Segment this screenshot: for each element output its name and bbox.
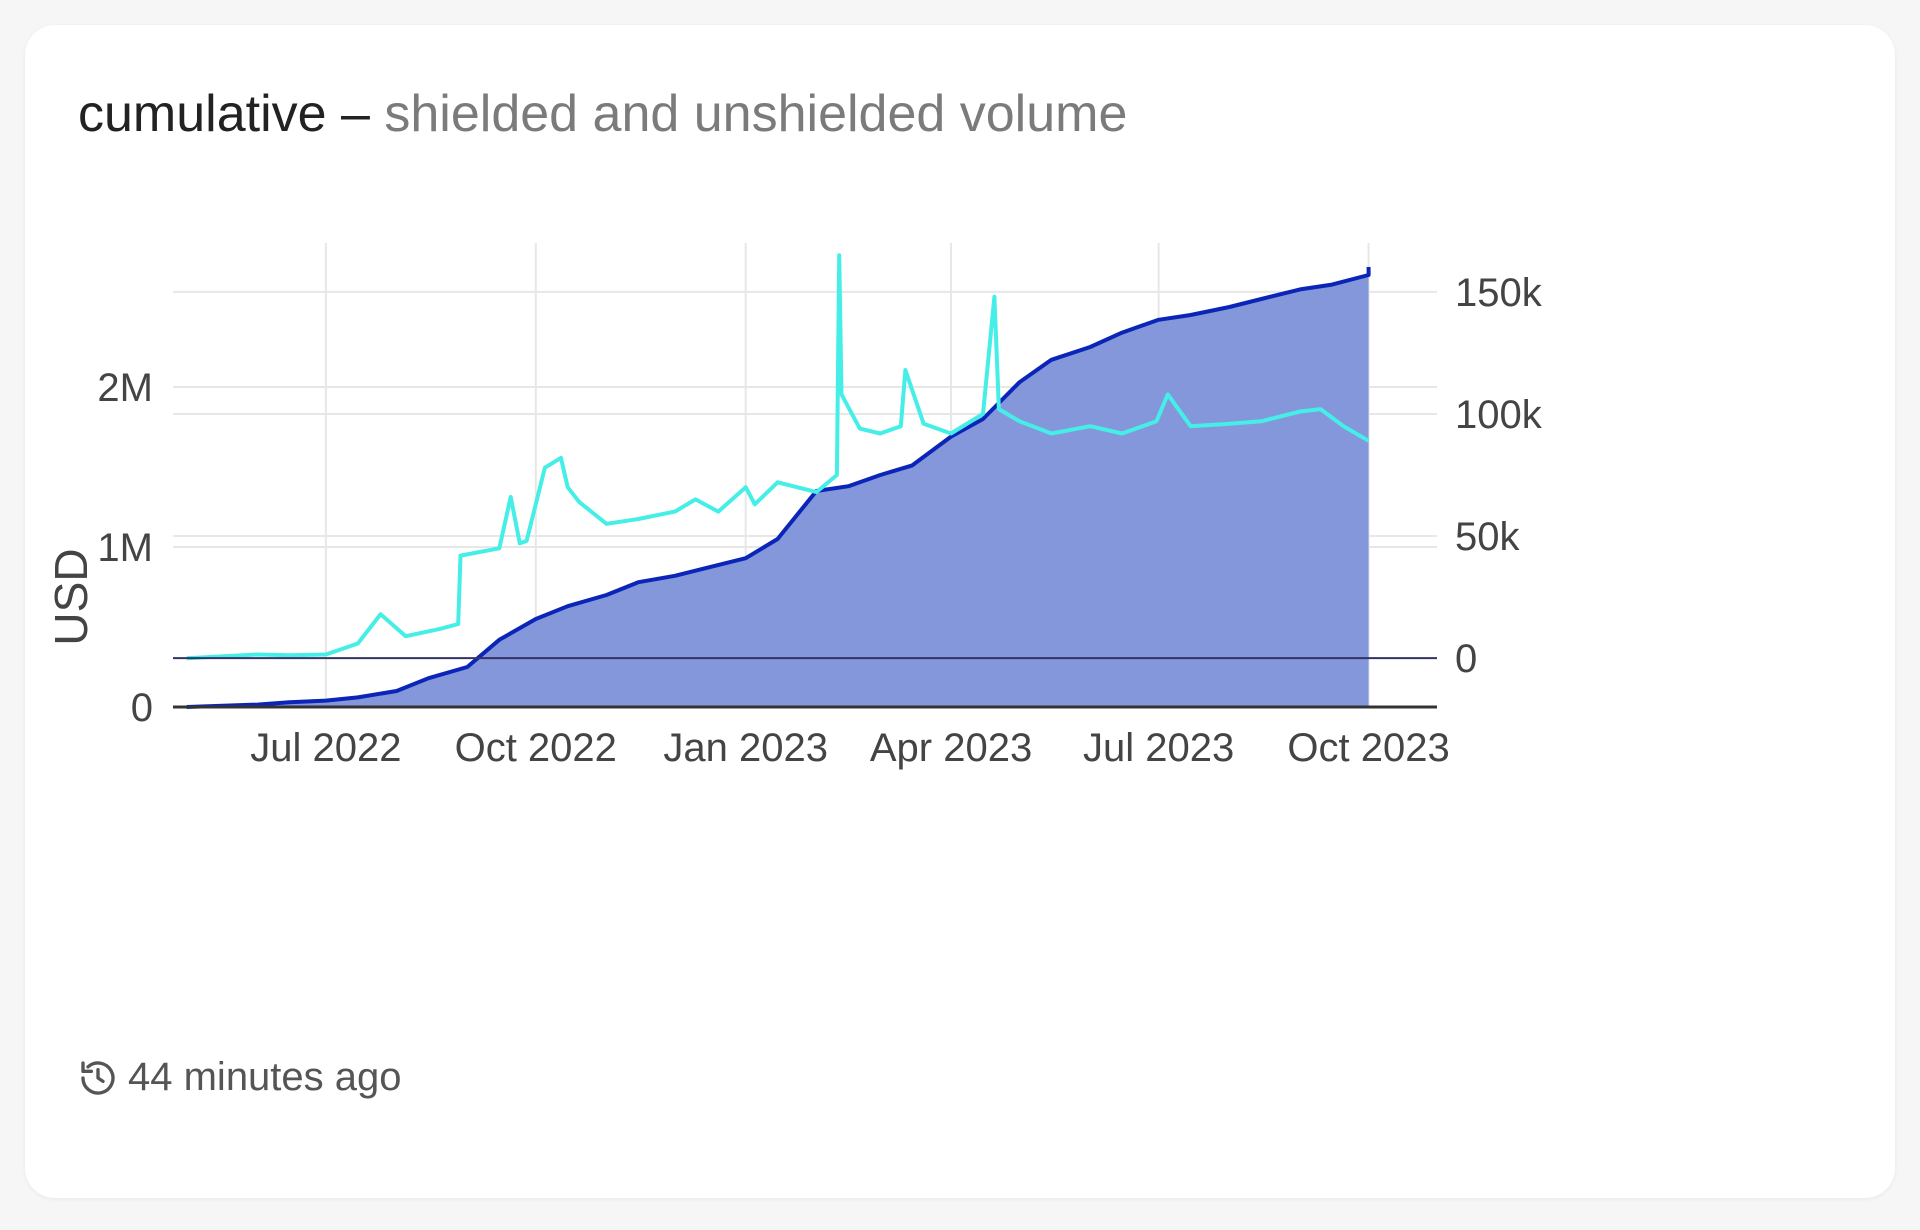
y-axis-label: USD bbox=[45, 548, 97, 645]
last-updated-text: 44 minutes ago bbox=[128, 1055, 402, 1099]
last-updated: 44 minutes ago bbox=[78, 1055, 402, 1100]
axes bbox=[173, 657, 1437, 709]
cumulative-area bbox=[186, 267, 1369, 707]
daily-volume-line bbox=[186, 253, 1370, 661]
y2-tick-label: 0 bbox=[1455, 637, 1477, 681]
tick-labels: Jul 2022 Oct 2022 Jan 2023 Apr 2023 Jul 2023… bbox=[97, 271, 1542, 770]
card-title-main: cumulative bbox=[78, 85, 327, 143]
x-tick-label: Jul 2023 bbox=[1083, 726, 1234, 770]
y2-tick-label: 100k bbox=[1455, 393, 1543, 437]
x-tick-label: Oct 2023 bbox=[1287, 726, 1449, 770]
y2-tick-label: 150k bbox=[1455, 271, 1543, 315]
history-icon bbox=[78, 1058, 118, 1098]
y2-tick-label: 50k bbox=[1455, 515, 1520, 559]
daily-line-layer bbox=[186, 253, 1370, 661]
x-tick-label: Oct 2022 bbox=[455, 726, 617, 770]
x-tick-label: Jan 2023 bbox=[663, 726, 828, 770]
card-title: cumulative – shielded and unshielded vol… bbox=[78, 83, 1127, 145]
volume-chart: Jul 2022 Oct 2022 Jan 2023 Apr 2023 Jul 2023… bbox=[45, 243, 1543, 770]
chart-card: cumulative – shielded and unshielded vol… bbox=[25, 25, 1895, 1198]
y-tick-label: 0 bbox=[131, 686, 153, 730]
cumulative-area-layer bbox=[186, 267, 1371, 709]
card-title-sub: shielded and unshielded volume bbox=[384, 85, 1128, 143]
y-tick-label: 2M bbox=[97, 366, 153, 410]
x-tick-label: Apr 2023 bbox=[870, 726, 1032, 770]
card-title-dash: – bbox=[326, 85, 385, 143]
y-tick-label: 1M bbox=[97, 526, 153, 570]
x-tick-label: Jul 2022 bbox=[250, 726, 401, 770]
